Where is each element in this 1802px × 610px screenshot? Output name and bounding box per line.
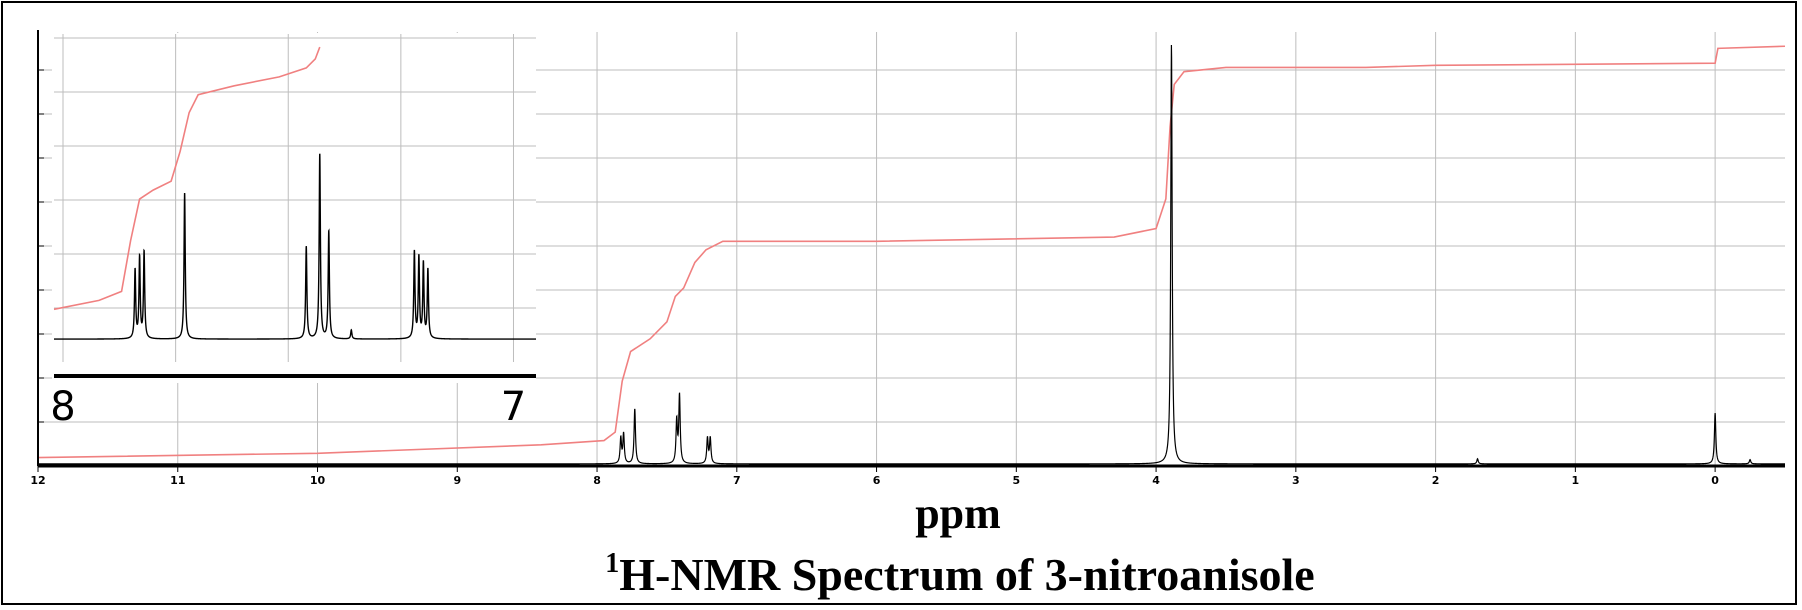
x-tick-label: 12	[30, 474, 45, 487]
x-tick-label: 11	[170, 474, 185, 487]
x-tick-label: 1	[1572, 474, 1580, 487]
x-tick-label: 10	[310, 474, 326, 487]
x-tick-label: 5	[1012, 474, 1020, 487]
chart-title-superscript: 1	[605, 548, 619, 579]
x-tick-label: 6	[873, 474, 881, 487]
chart-title: H-NMR Spectrum of 3-nitroanisole	[619, 549, 1314, 600]
inset-x-tick-label: 7	[501, 384, 526, 430]
inset-spectrum-trace	[54, 153, 536, 340]
x-tick-label: 2	[1432, 474, 1440, 487]
x-tick-label: 4	[1152, 474, 1160, 487]
x-tick-label: 9	[453, 474, 461, 487]
x-axis-title: ppm	[915, 489, 1001, 538]
spectrum-trace	[38, 45, 1785, 465]
main-axes	[37, 30, 1785, 468]
chart-title-text: 1H-NMR Spectrum of 3-nitroanisole	[605, 548, 1314, 600]
x-axis-ticks: 12 11 10 9 8 7 6 5 4 3 2 1 0	[30, 466, 1719, 487]
inset-background	[52, 33, 536, 383]
inset-x-tick-label: 8	[50, 384, 75, 430]
integral-curve	[37, 45, 1786, 459]
inset-spectrum-group	[54, 153, 536, 340]
x-tick-label: 3	[1292, 474, 1300, 487]
inset-integral-curve	[53, 46, 321, 311]
x-tick-label: 0	[1711, 474, 1719, 487]
inset-integral-group	[53, 46, 321, 311]
x-tick-label: 8	[593, 474, 601, 487]
spectrum-trace-group	[38, 45, 1785, 465]
x-tick-label: 7	[733, 474, 741, 487]
integral-curve-group	[37, 45, 1786, 459]
